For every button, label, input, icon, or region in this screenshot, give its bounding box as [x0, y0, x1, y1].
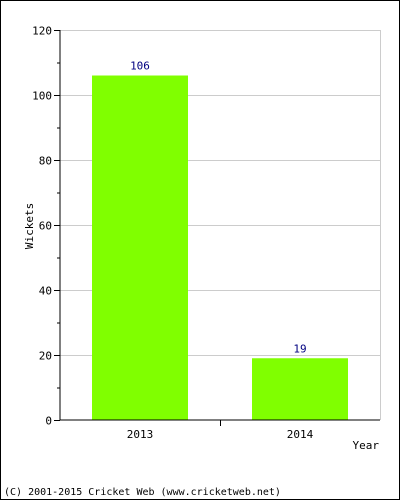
y-tick-label: 20	[39, 350, 52, 363]
y-tick-label: 100	[32, 90, 52, 103]
y-axis-title: Wickets	[23, 203, 36, 249]
x-axis-title: Year	[353, 439, 380, 452]
data-label: 106	[130, 60, 150, 73]
data-labels: 106 19	[130, 60, 307, 356]
data-label: 19	[293, 342, 306, 355]
x-tick-label: 2013	[127, 428, 154, 441]
bar-2014	[252, 358, 348, 420]
y-tick-label: 80	[39, 155, 52, 168]
x-ticks: 2013 2014	[127, 420, 314, 441]
y-tick-label: 60	[39, 220, 52, 233]
copyright-footer: (C) 2001-2015 Cricket Web (www.cricketwe…	[4, 487, 281, 498]
x-tick-label: 2014	[287, 428, 314, 441]
y-tick-label: 40	[39, 285, 52, 298]
y-tick-label: 0	[45, 415, 52, 428]
y-ticks: 0 20 40 60 80 100 120	[32, 25, 60, 428]
bars	[92, 75, 348, 420]
y-tick-label: 120	[32, 25, 52, 38]
bar-2013	[92, 75, 188, 420]
